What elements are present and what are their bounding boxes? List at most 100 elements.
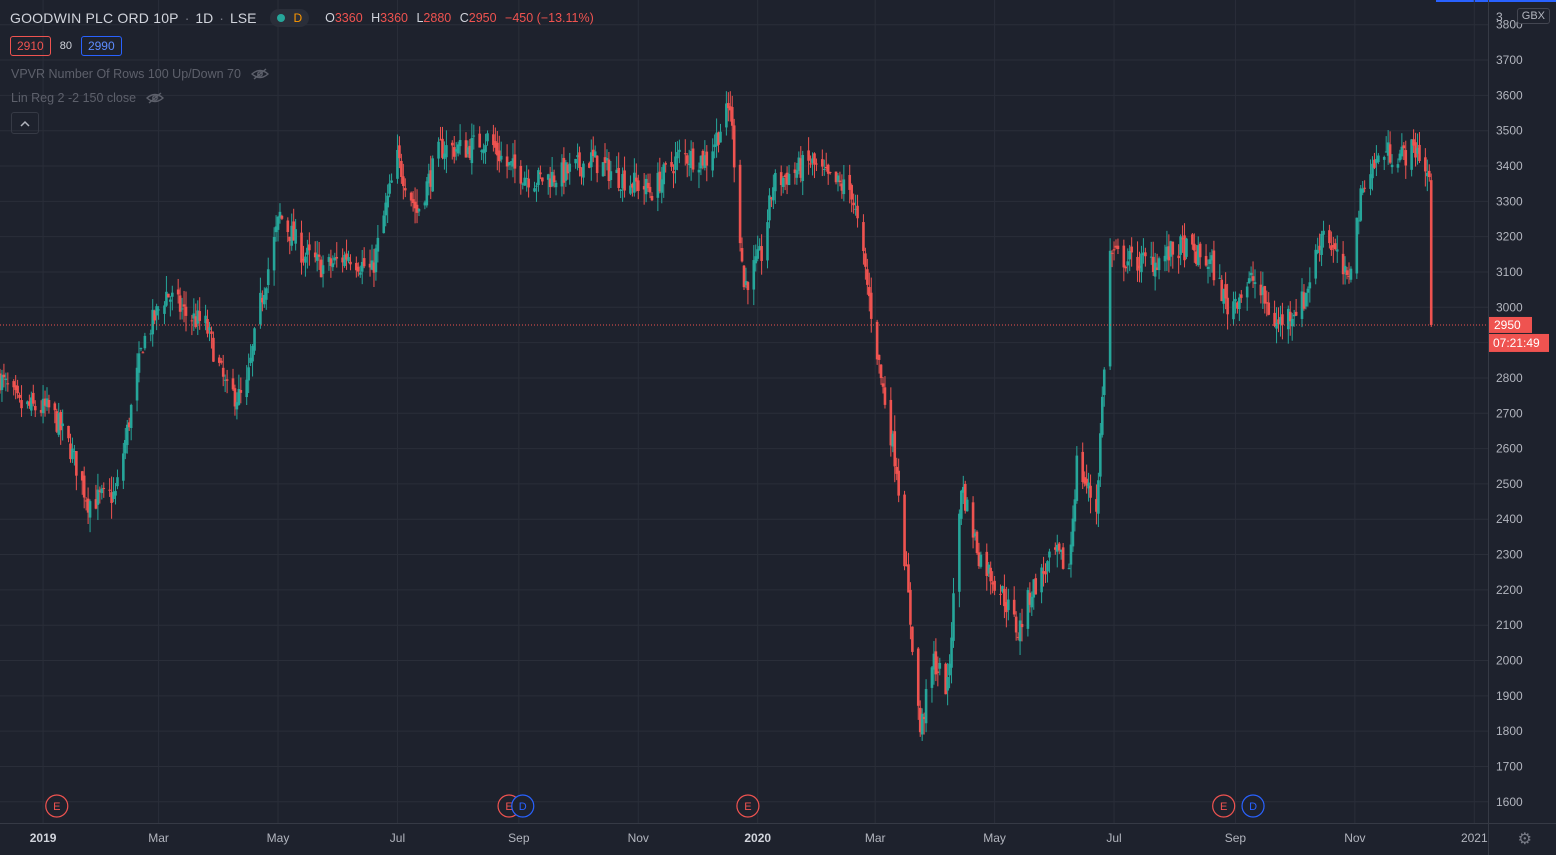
candle-body [787, 173, 791, 186]
candle-body [1222, 288, 1225, 304]
candle-body [766, 222, 769, 261]
candle-body [94, 499, 98, 509]
candle-body [582, 163, 585, 178]
candle-body [554, 182, 558, 188]
candle-body [345, 253, 348, 260]
candle-body [176, 289, 180, 295]
hidden-eye-icon[interactable] [146, 92, 165, 104]
candle-body [1007, 599, 1010, 611]
symbol-name[interactable]: GOODWIN PLC ORD 10P [10, 10, 179, 26]
dividend-event-icon[interactable]: D [511, 794, 535, 818]
currency-badge[interactable]: GBX [1516, 8, 1550, 24]
candle-body [69, 443, 72, 460]
candle-body [358, 272, 362, 275]
candle-body [605, 158, 609, 161]
indicator-vpvr[interactable]: VPVR Number Of Rows 100 Up/Down 70 [11, 67, 269, 81]
candle-body [129, 404, 133, 428]
bar-close-countdown: 07:21:49 [1493, 336, 1540, 350]
event-marker-circle [45, 794, 69, 818]
candle-body [711, 151, 714, 171]
indicator-linreg[interactable]: Lin Reg 2 -2 150 close [11, 91, 165, 105]
ask-price-button[interactable]: 2990 [80, 36, 122, 56]
candle-body [999, 593, 1002, 595]
candle-body [1102, 369, 1106, 396]
candle-body [204, 315, 207, 324]
event-marker-label: E [744, 801, 751, 813]
candle-body [370, 260, 374, 270]
candle-body [274, 226, 278, 233]
candle-body [194, 316, 198, 327]
candle-body [987, 564, 991, 574]
dividend-event-icon[interactable]: D [1241, 794, 1265, 818]
earnings-event-icon[interactable]: E [45, 794, 69, 818]
candle-body [259, 292, 262, 325]
candle-body [842, 179, 846, 195]
candle-body [292, 221, 295, 241]
earnings-event-icon[interactable]: E [1212, 794, 1236, 818]
candle-body [1144, 252, 1147, 257]
candle-body [1414, 142, 1417, 158]
candle-body [102, 487, 106, 489]
candle-body [877, 354, 881, 360]
candle-body [1265, 302, 1269, 304]
candle-body [98, 490, 102, 492]
candle-body [1018, 620, 1022, 642]
earnings-event-icon[interactable]: E [736, 794, 760, 818]
candle-body [920, 713, 924, 735]
candle-body [1277, 319, 1280, 324]
bid-price-button[interactable]: 2910 [10, 36, 51, 56]
time-axis-label: Jul [1106, 831, 1121, 845]
candle-body [57, 413, 61, 435]
candle-body [53, 403, 57, 411]
candle-body [169, 299, 172, 302]
candle-body [631, 183, 634, 188]
candle-body [1386, 142, 1390, 156]
interval-label[interactable]: 1D [195, 10, 214, 26]
candle-body [492, 134, 495, 146]
candle-body [705, 151, 709, 166]
market-status-badge[interactable]: D [270, 9, 310, 27]
settings-gear-icon[interactable]: ⚙ [1517, 831, 1532, 848]
candle-body [1316, 249, 1319, 253]
collapse-legend-button[interactable] [11, 112, 39, 134]
candle-body [623, 170, 626, 191]
candle-body [139, 348, 143, 350]
candle-body [591, 149, 595, 157]
candle-body [560, 162, 564, 187]
candle-body [1114, 245, 1118, 248]
candle-body [883, 387, 887, 405]
candle-body [368, 263, 372, 268]
candle-body [219, 360, 223, 363]
candle-body [1126, 261, 1130, 266]
time-axis-label: Jul [390, 831, 405, 845]
candle-body [450, 142, 454, 146]
time-axis-label: May [267, 831, 290, 845]
candle-body [1124, 266, 1128, 269]
candle-body [603, 157, 607, 164]
candle-body [815, 163, 818, 165]
candle-body [398, 145, 401, 159]
candle-body [272, 237, 276, 271]
candle-body [319, 259, 323, 278]
candle-body [1273, 312, 1276, 326]
candle-body [1089, 485, 1092, 498]
candle-body [100, 488, 104, 494]
candle-body [157, 309, 160, 311]
candle-body [821, 159, 824, 167]
price-axis-label: 3500 [1496, 124, 1523, 138]
candle-body [660, 179, 664, 193]
hidden-eye-icon[interactable] [250, 68, 269, 80]
candle-body [1300, 291, 1304, 319]
price-axis-label: 2300 [1496, 548, 1523, 562]
candle-body [437, 141, 440, 159]
candle-body [423, 202, 427, 206]
candle-body [593, 151, 597, 158]
candle-body [1322, 230, 1325, 235]
candle-body [1396, 164, 1400, 168]
candle-body [1087, 482, 1090, 489]
price-axis-label: 3400 [1496, 159, 1523, 173]
candle-body [411, 199, 415, 204]
candle-body [431, 158, 434, 192]
candle-body [439, 139, 442, 141]
